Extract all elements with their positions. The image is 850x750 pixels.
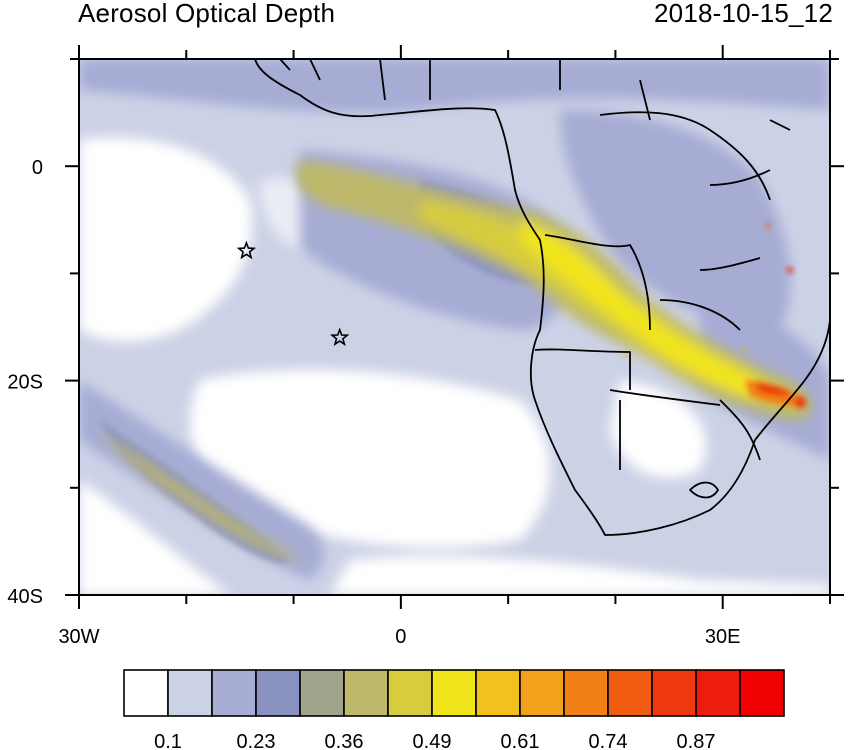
colorbar: 0.1 0.23 0.36 0.49 0.61 0.74 0.87 [123, 669, 785, 750]
colorbar-swatch [651, 669, 697, 717]
colorbar-label: 0.87 [677, 731, 716, 750]
colorbar-swatch [343, 669, 389, 717]
colorbar-swatch [211, 669, 257, 717]
y-tick-label: 40S [7, 586, 43, 608]
colorbar-swatch [123, 669, 169, 717]
x-tick-label: 0 [395, 626, 406, 648]
colorbar-label: 0.61 [501, 731, 540, 750]
colorbar-swatch [299, 669, 345, 717]
x-tick-label: 30E [705, 626, 741, 648]
colorbar-swatch [255, 669, 301, 717]
y-tick-label: 0 [32, 157, 43, 179]
colorbar-label: 0.74 [589, 731, 628, 750]
star-marker-south-icon [329, 327, 350, 347]
colorbar-label: 0.36 [325, 731, 364, 750]
axis-ticks: 30W 0 30E 0 20S 40S [7, 45, 844, 648]
colorbar-swatch [695, 669, 741, 717]
colorbar-swatch [387, 669, 433, 717]
y-tick-label: 20S [7, 372, 43, 394]
aod-field [79, 59, 830, 595]
colorbar-swatch [475, 669, 521, 717]
colorbar-label: 0.1 [154, 731, 182, 750]
colorbar-swatch [739, 669, 785, 717]
coastline [254, 59, 830, 536]
map-title: Aerosol Optical Depth [78, 0, 336, 28]
station-markers [236, 240, 350, 347]
colorbar-label: 0.23 [237, 731, 276, 750]
star-marker-north-icon [236, 240, 257, 260]
plot-frame [78, 58, 831, 596]
colorbar-swatch [519, 669, 565, 717]
x-tick-label: 30W [58, 626, 99, 648]
colorbar-swatch [563, 669, 609, 717]
colorbar-swatch [167, 669, 213, 717]
map-timestamp: 2018-10-15_12 [654, 0, 833, 28]
colorbar-label: 0.49 [413, 731, 452, 750]
colorbar-swatch [607, 669, 653, 717]
colorbar-swatch [431, 669, 477, 717]
